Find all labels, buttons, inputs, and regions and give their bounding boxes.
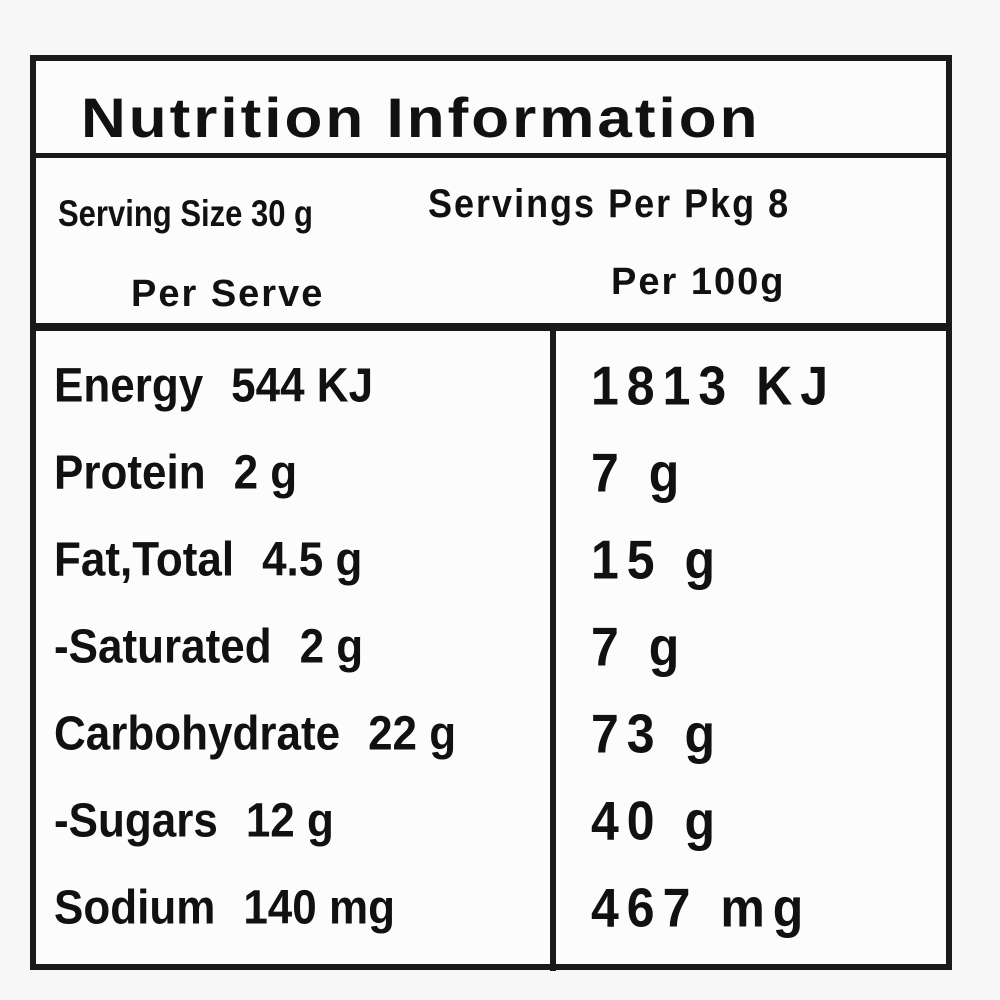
nutrient-per-serve: -Saturated 2 g <box>54 620 363 675</box>
divider <box>36 153 946 158</box>
per-100g-value: 40 g <box>591 790 724 852</box>
per-serve-value: 140 mg <box>243 880 395 935</box>
nutrient-name: -Sugars <box>54 793 218 848</box>
serving-size: Serving Size 30 g <box>58 192 313 235</box>
column-divider <box>550 331 556 971</box>
nutrition-panel: Nutrition Information Serving Size 30 g … <box>30 55 952 971</box>
per-serve-value: 4.5 g <box>262 532 363 587</box>
per-100g-value: 73 g <box>591 703 724 765</box>
per-100g-value: 1813 KJ <box>591 355 837 417</box>
per-serve-value: 2 g <box>233 445 298 500</box>
nutrient-name: Protein <box>54 445 206 500</box>
nutrient-name: Carbohydrate <box>54 706 341 761</box>
title: Nutrition Information <box>81 87 761 150</box>
per-serve-value: 12 g <box>245 793 334 848</box>
nutrient-per-serve: -Sugars 12 g <box>54 794 334 849</box>
per-serve-value: 544 KJ <box>231 358 374 413</box>
nutrient-per-serve: Sodium 140 mg <box>54 881 395 936</box>
per-serve-value: 2 g <box>299 619 364 674</box>
nutrient-name: Sodium <box>54 880 216 935</box>
column-header: Per Serve <box>131 273 325 315</box>
nutrient-per-serve: Energy 544 KJ <box>54 359 373 414</box>
per-100g-value: 7 g <box>591 616 688 678</box>
nutrient-per-serve: Fat,Total 4.5 g <box>54 533 362 588</box>
per-100g-value: 7 g <box>591 442 688 504</box>
nutrient-name: Energy <box>54 358 204 413</box>
nutrient-per-serve: Carbohydrate 22 g <box>54 707 456 762</box>
per-100g-value: 15 g <box>591 529 724 591</box>
column-header: Per 100g <box>611 261 786 303</box>
nutrient-name: Fat,Total <box>54 532 235 587</box>
per-serve-value: 22 g <box>368 706 457 761</box>
nutrient-name: -Saturated <box>54 619 272 674</box>
servings-per-pkg: Servings Per Pkg 8 <box>428 180 791 226</box>
divider <box>36 323 946 331</box>
nutrient-per-serve: Protein 2 g <box>54 446 297 501</box>
per-100g-value: 467 mg <box>591 877 812 939</box>
